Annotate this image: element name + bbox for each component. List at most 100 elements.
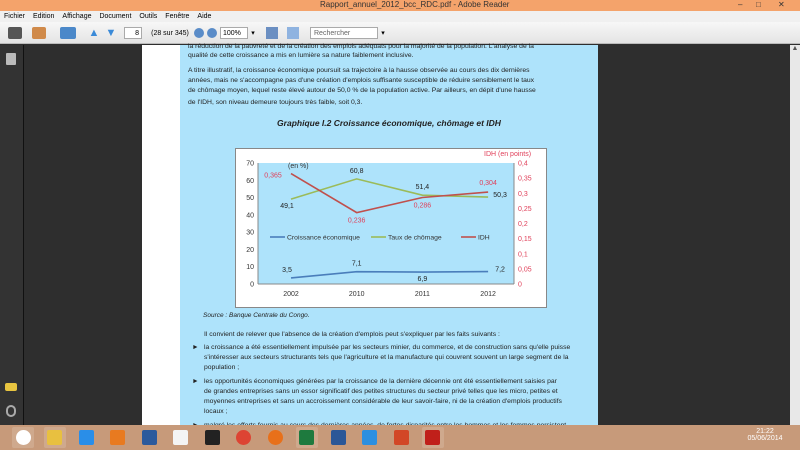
right-tick-label: 0,05: [518, 266, 532, 273]
maximize-button[interactable]: □: [756, 0, 761, 9]
word-icon[interactable]: [327, 427, 349, 448]
chevron-down-icon[interactable]: ▾: [251, 30, 255, 37]
left-tick-label: 50: [246, 195, 254, 202]
chart-title: Graphique I.2 Croissance économique, chô…: [277, 118, 501, 128]
chart: 0 10 20 30 40 50 60 70 0 0,05 0,1 0,15 0,2 0,25 0,3 0,3…: [246, 151, 532, 298]
left-tick-label: 30: [246, 230, 254, 237]
print-icon[interactable]: [8, 27, 22, 39]
navigation-pane: [0, 45, 24, 425]
zoom-out-icon[interactable]: [194, 28, 204, 38]
powerpoint-icon[interactable]: [390, 427, 412, 448]
x-tick-label: 2002: [283, 291, 299, 298]
zoom-in-icon[interactable]: [207, 28, 217, 38]
clock-time: 21:22: [756, 428, 774, 435]
right-tick-label: 0,4: [518, 161, 528, 168]
clock: 21:22 05/06/2014: [740, 428, 790, 442]
text-line: A titre illustratif, la croissance écono…: [188, 67, 530, 74]
zoom-select[interactable]: 100%: [220, 27, 248, 39]
series-line-2: [290, 172, 489, 214]
right-tick-label: 0,3: [518, 191, 528, 198]
search-dropdown-icon[interactable]: ▾: [381, 30, 385, 37]
minimize-button[interactable]: –: [738, 0, 743, 9]
left-tick-label: 0: [250, 282, 254, 289]
text-line: de chômage moyen, lequel reste élevé aut…: [188, 87, 536, 94]
chart-source: Source : Banque Centrale du Congo.: [203, 312, 310, 319]
data-label: 7,1: [352, 261, 362, 268]
pdf-page: la réduction de la pauvreté et de la cré…: [142, 43, 598, 429]
data-label: 0,365: [264, 173, 282, 180]
right-tick-label: 0,35: [518, 176, 532, 183]
chrome-icon[interactable]: [233, 427, 255, 448]
fit-page-icon[interactable]: [266, 27, 278, 39]
page-count: (28 sur 345): [151, 29, 189, 37]
file-icon[interactable]: [170, 427, 192, 448]
content-box: la réduction de la pauvreté et de la cré…: [180, 43, 598, 429]
page-input[interactable]: 8: [124, 27, 142, 39]
text-line: s'intéresser aux secteurs structurants t…: [204, 354, 569, 361]
x-tick-label: 2011: [415, 291, 430, 298]
series-line-0: [290, 270, 489, 279]
menu-item[interactable]: Affichage: [62, 13, 92, 20]
firefox-icon[interactable]: [264, 427, 286, 448]
text-line: locaux ;: [204, 408, 228, 415]
data-label: 0,236: [348, 218, 366, 225]
text-line: de grandes entreprises sans un essor sig…: [204, 388, 558, 395]
menu-item[interactable]: Fichier: [4, 13, 26, 20]
menu-item[interactable]: Edition: [33, 13, 55, 20]
left-tick-label: 10: [246, 264, 254, 271]
next-page-icon[interactable]: ▼: [105, 27, 117, 39]
hp-icon[interactable]: [12, 427, 34, 448]
prev-page-icon[interactable]: ▲: [88, 27, 100, 39]
app-icon[interactable]: [107, 427, 129, 448]
pages-icon[interactable]: [6, 53, 16, 65]
right-tick-label: 0: [518, 282, 522, 289]
data-label: 49,1: [280, 203, 294, 210]
data-label: 60,8: [350, 168, 364, 175]
text-line: les opportunités économiques générées pa…: [204, 378, 557, 385]
share-icon[interactable]: [32, 27, 46, 39]
acrobat-icon[interactable]: [421, 427, 444, 448]
search-input[interactable]: Rechercher: [310, 27, 378, 39]
scrollbar[interactable]: ▲: [790, 45, 800, 425]
text-line: la réduction de la pauvreté et de la cré…: [188, 43, 534, 50]
text-line: population ;: [204, 364, 240, 371]
text-line: qualité de cette croissance a mis en lum…: [188, 52, 414, 59]
left-tick-label: 40: [246, 212, 254, 219]
menu-item[interactable]: Outils: [139, 13, 158, 20]
bullet-icon: ►: [192, 344, 199, 351]
text-line: années, mais ne s'accompagne pas d'une c…: [188, 77, 535, 84]
series-line-1: [290, 178, 489, 200]
attachment-icon[interactable]: [6, 405, 16, 417]
explorer-icon[interactable]: [43, 427, 66, 448]
ie-icon[interactable]: [75, 427, 97, 448]
menu-bar: Fichier Edition Affichage Document Outils Fen…: [0, 11, 800, 22]
text-line: de l'IDH, son niveau demeure toujours tr…: [188, 99, 363, 106]
chart-frame: 0 10 20 30 40 50 60 70 0 0,05 0,1 0,15 0,2 0,25 0,3 0,3…: [235, 148, 547, 308]
menu-item[interactable]: Aide: [197, 13, 212, 20]
data-label: 51,4: [416, 184, 430, 191]
toolbar: ▲ ▼ 8 (28 sur 345) 100% ▾ Rechercher ▾: [0, 22, 800, 44]
data-label: 0,286: [414, 202, 432, 209]
menu-item[interactable]: Fenêtre: [165, 13, 190, 20]
dropbox-icon[interactable]: [359, 427, 381, 448]
text-line: la croissance a été essentiellement impu…: [204, 344, 571, 351]
collaborate-icon[interactable]: [60, 27, 76, 39]
left-tick-label: 60: [246, 178, 254, 185]
webcam-icon[interactable]: [201, 427, 223, 448]
data-label: 6,9: [418, 276, 428, 283]
left-tick-label: 70: [246, 161, 254, 168]
legend-entry: Croissance économique: [287, 235, 360, 242]
bullet-icon: ►: [192, 378, 199, 385]
data-label: 7,2: [495, 267, 505, 274]
right-axis-label: IDH (en points): [484, 151, 531, 158]
comment-icon[interactable]: [5, 383, 17, 391]
close-button[interactable]: ✕: [778, 0, 785, 9]
scroll-up-icon[interactable]: ▲: [791, 45, 799, 52]
text-line: Il convient de relever que l'absence de …: [204, 331, 500, 338]
excel-icon[interactable]: [295, 427, 318, 448]
data-label: 3,5: [282, 267, 292, 274]
menu-item[interactable]: Document: [99, 13, 132, 20]
calendar-icon[interactable]: [138, 427, 160, 448]
data-label: 50,3: [493, 192, 507, 199]
fullscreen-icon[interactable]: [287, 27, 299, 39]
